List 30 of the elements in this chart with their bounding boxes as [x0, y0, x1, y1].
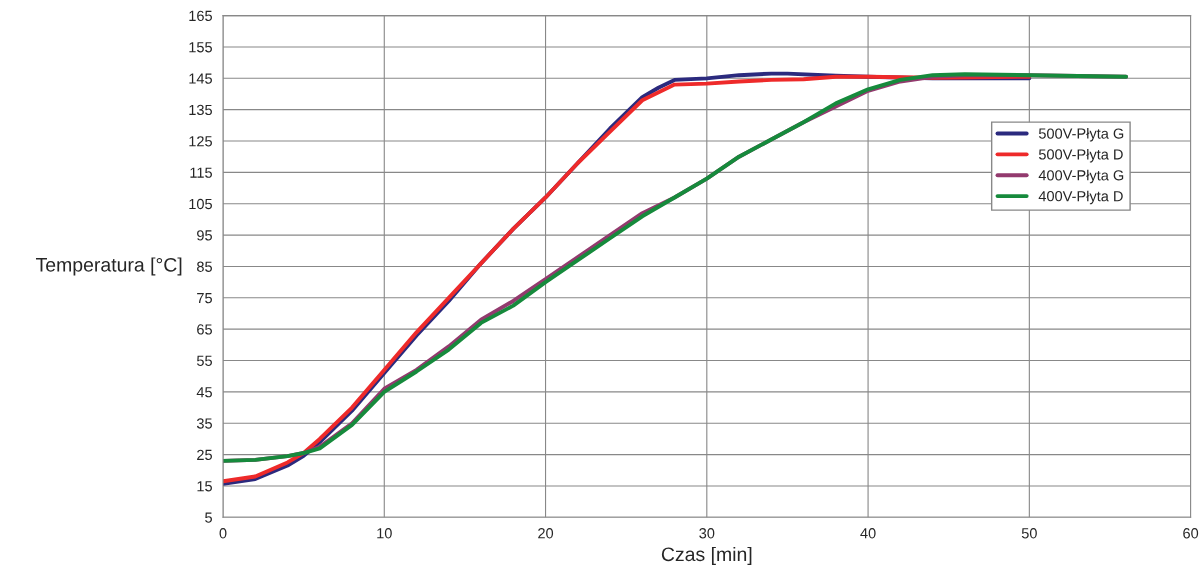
y-tick-label: 5	[205, 512, 212, 523]
y-tick-label: 85	[197, 261, 212, 272]
y-tick-label: 45	[196, 387, 212, 398]
x-tick-label: 30	[699, 528, 715, 539]
y-tick-label: 65	[197, 324, 212, 335]
legend-label: 500V-Płyta D	[1038, 148, 1123, 163]
y-tick-label: 15	[197, 481, 212, 492]
y-tick-label: 95	[197, 230, 212, 241]
x-tick-label: 50	[1021, 528, 1037, 539]
y-tick-label: 115	[190, 167, 212, 178]
y-tick-label: 25	[197, 449, 212, 461]
x-tick-label: 20	[538, 528, 554, 539]
x-tick-label: 0	[219, 528, 227, 539]
legend-label: 500V-Płyta G	[1038, 127, 1124, 142]
y-tick-label: 125	[189, 136, 212, 147]
y-tick-label: 55	[196, 355, 212, 366]
y-tick-label: 145	[189, 73, 212, 84]
legend-label: 400V-Płyta D	[1038, 190, 1123, 205]
y-tick-label: 155	[189, 42, 212, 53]
y-tick-label: 35	[196, 418, 212, 429]
y-tick-label: 165	[189, 10, 212, 22]
x-tick-label: 40	[860, 528, 876, 539]
x-tick-label: 10	[377, 528, 392, 539]
y-tick-label: 105	[189, 198, 212, 210]
legend-label: 400V-Płyta G	[1038, 169, 1124, 184]
y-tick-label: 135	[189, 104, 212, 116]
x-tick-label: 60	[1183, 528, 1199, 539]
x-axis-title: Czas [min]	[661, 546, 752, 565]
y-tick-label: 75	[197, 293, 212, 304]
y-axis-title: Temperatura [°C]	[35, 257, 182, 276]
